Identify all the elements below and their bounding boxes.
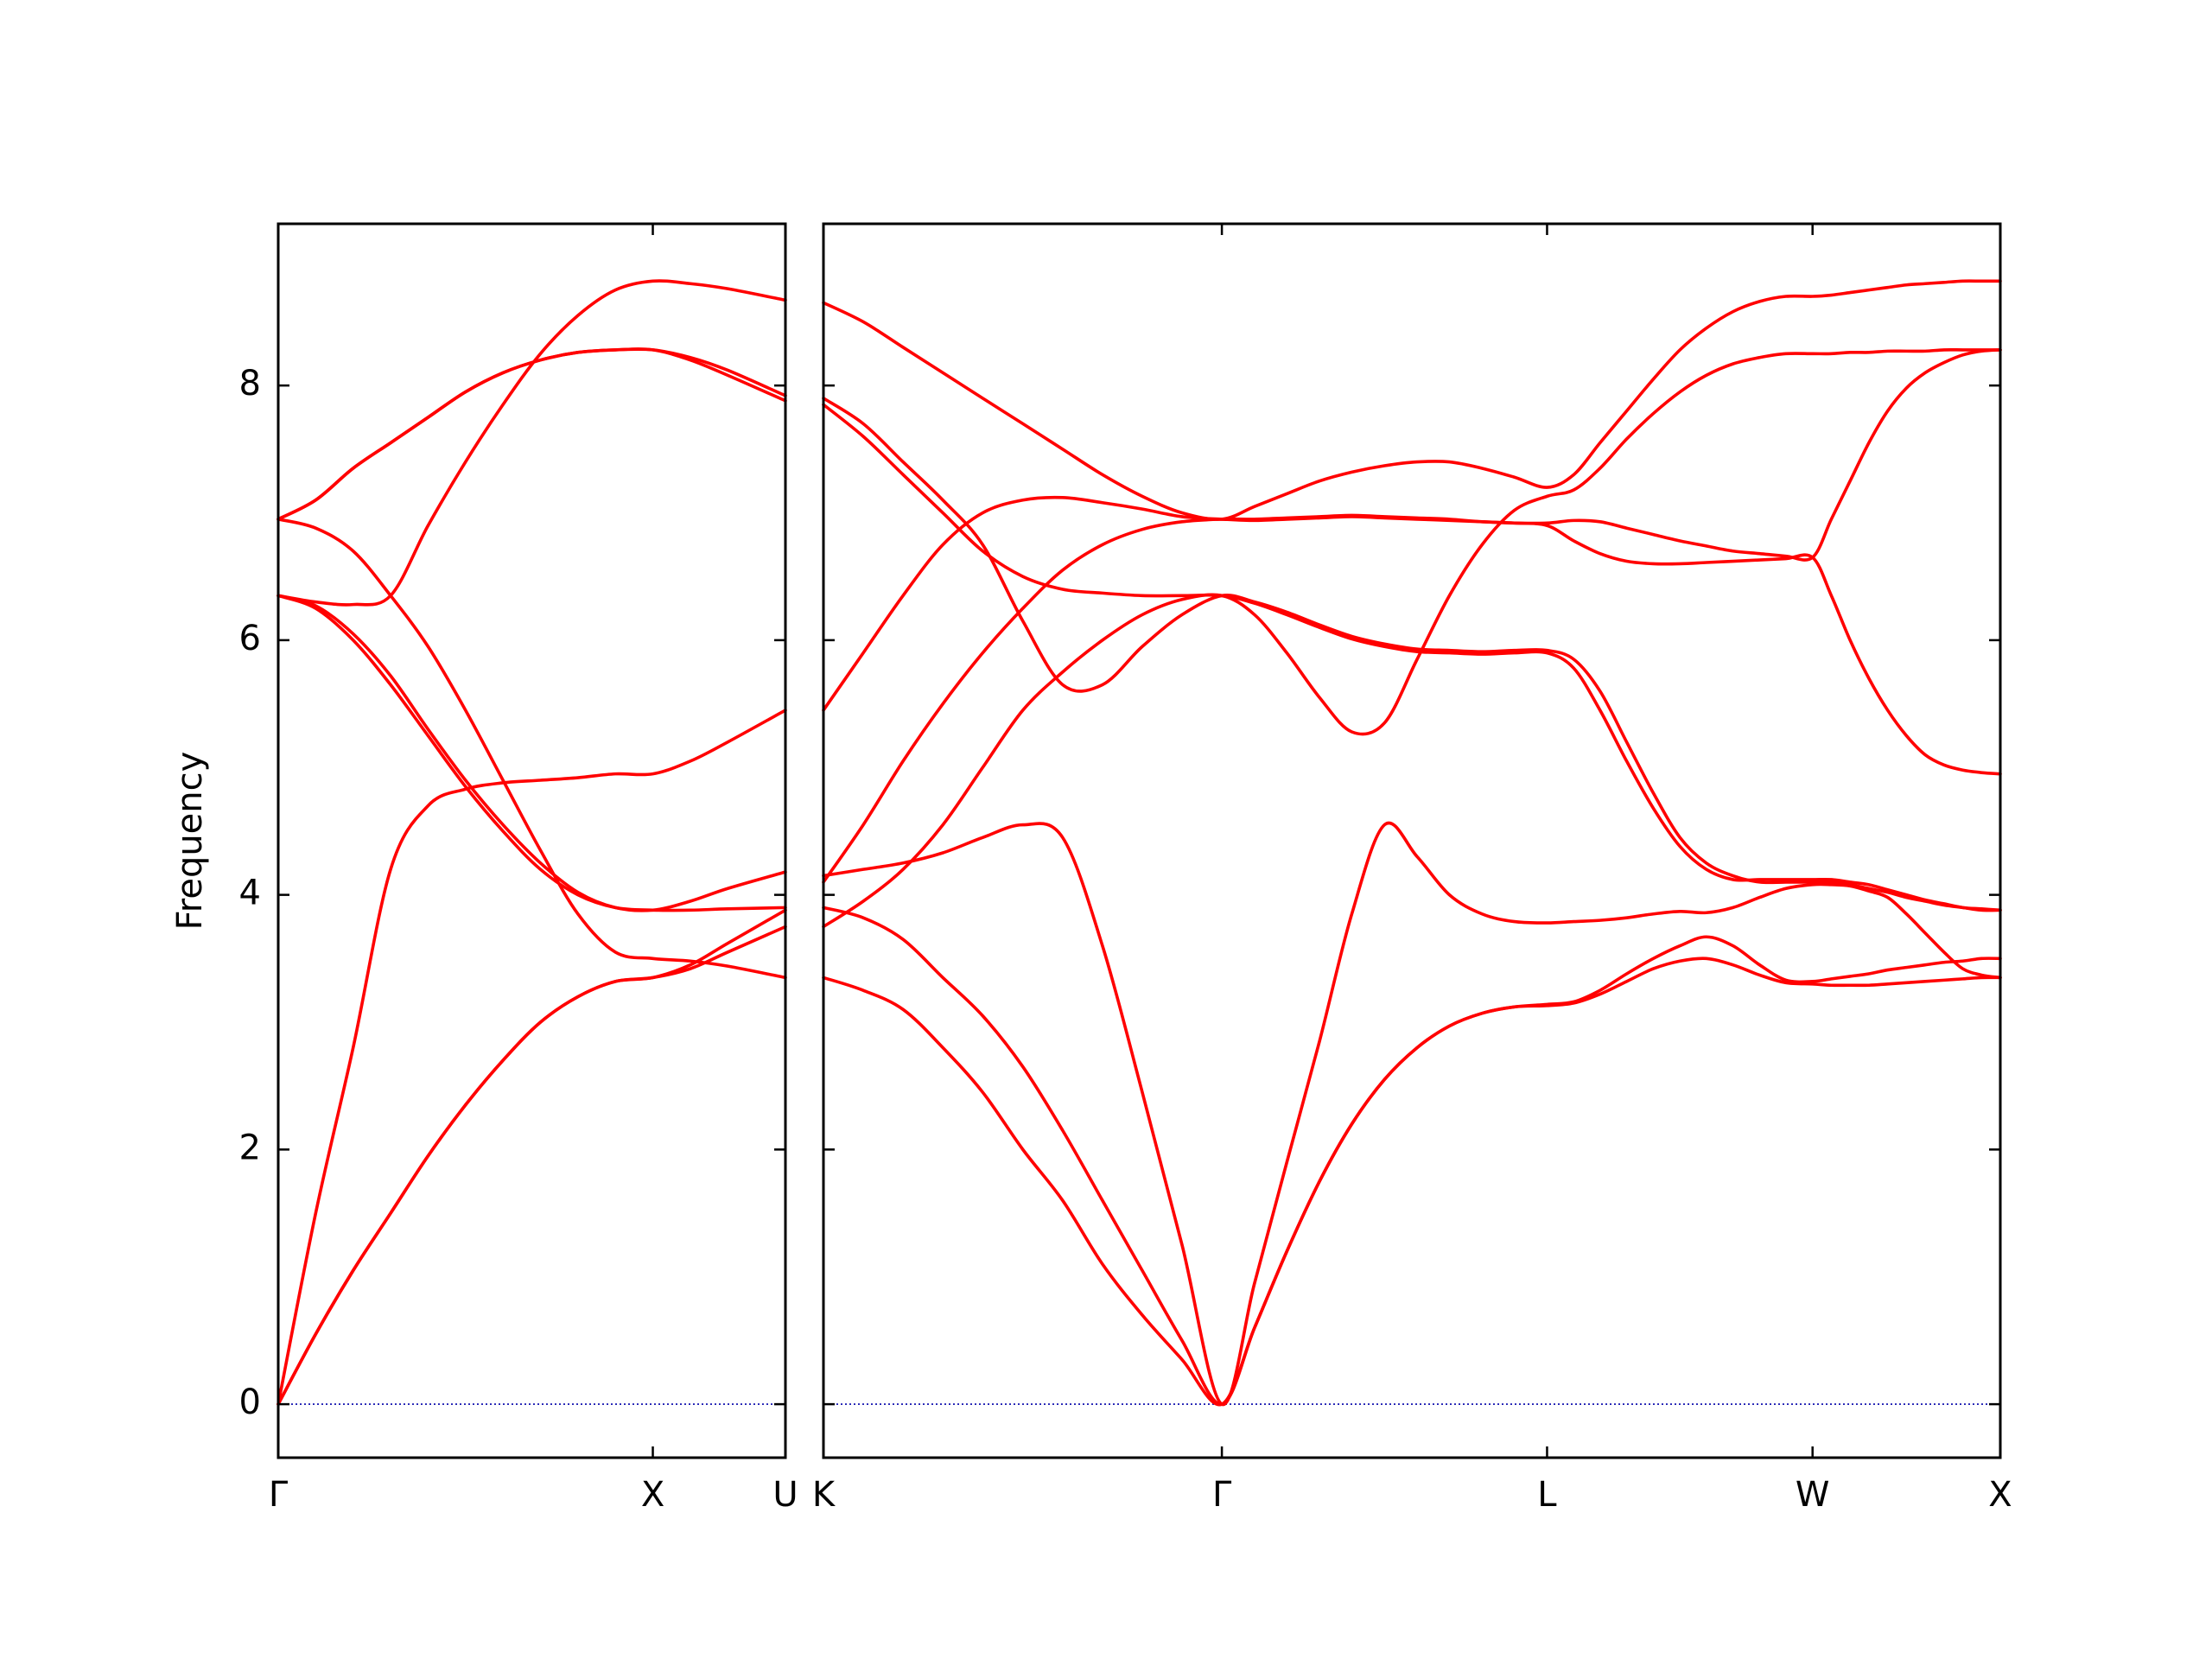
y-axis-label: Frequency [170,752,210,931]
x-tick-label: X [1988,1475,2012,1515]
band-line [276,594,787,912]
x-tick-label: Γ [269,1475,289,1515]
x-tick-label: W [1796,1475,1830,1515]
band-line [276,347,787,521]
x-tick-label: U [772,1475,798,1515]
band-line [822,906,2002,1406]
band-line [822,957,2002,1407]
x-tick-label: K [812,1475,836,1515]
axes-frame [276,222,787,1459]
band-line [276,518,787,980]
band-line [822,821,2002,1406]
y-tick-label: 8 [239,364,261,404]
band-line [276,347,787,521]
band-line [822,279,2002,521]
x-tick-label: L [1537,1475,1557,1515]
y-tick-label: 0 [239,1382,261,1422]
band-line [822,403,2002,912]
x-tick-label: X [641,1475,664,1515]
band-line [822,347,2002,929]
band-line [276,925,787,1406]
y-tick-label: 6 [239,619,261,658]
axes-frame [822,222,2002,1459]
band-line [276,908,787,1406]
band-line [822,397,2002,912]
y-tick-label: 4 [239,874,261,913]
x-tick-label: Γ [1212,1475,1232,1515]
band-line [822,348,2002,712]
band-line [822,513,2002,884]
y-tick-label: 2 [239,1128,261,1167]
band-line [276,709,787,1406]
band-line [276,279,787,607]
band-line [276,594,787,912]
